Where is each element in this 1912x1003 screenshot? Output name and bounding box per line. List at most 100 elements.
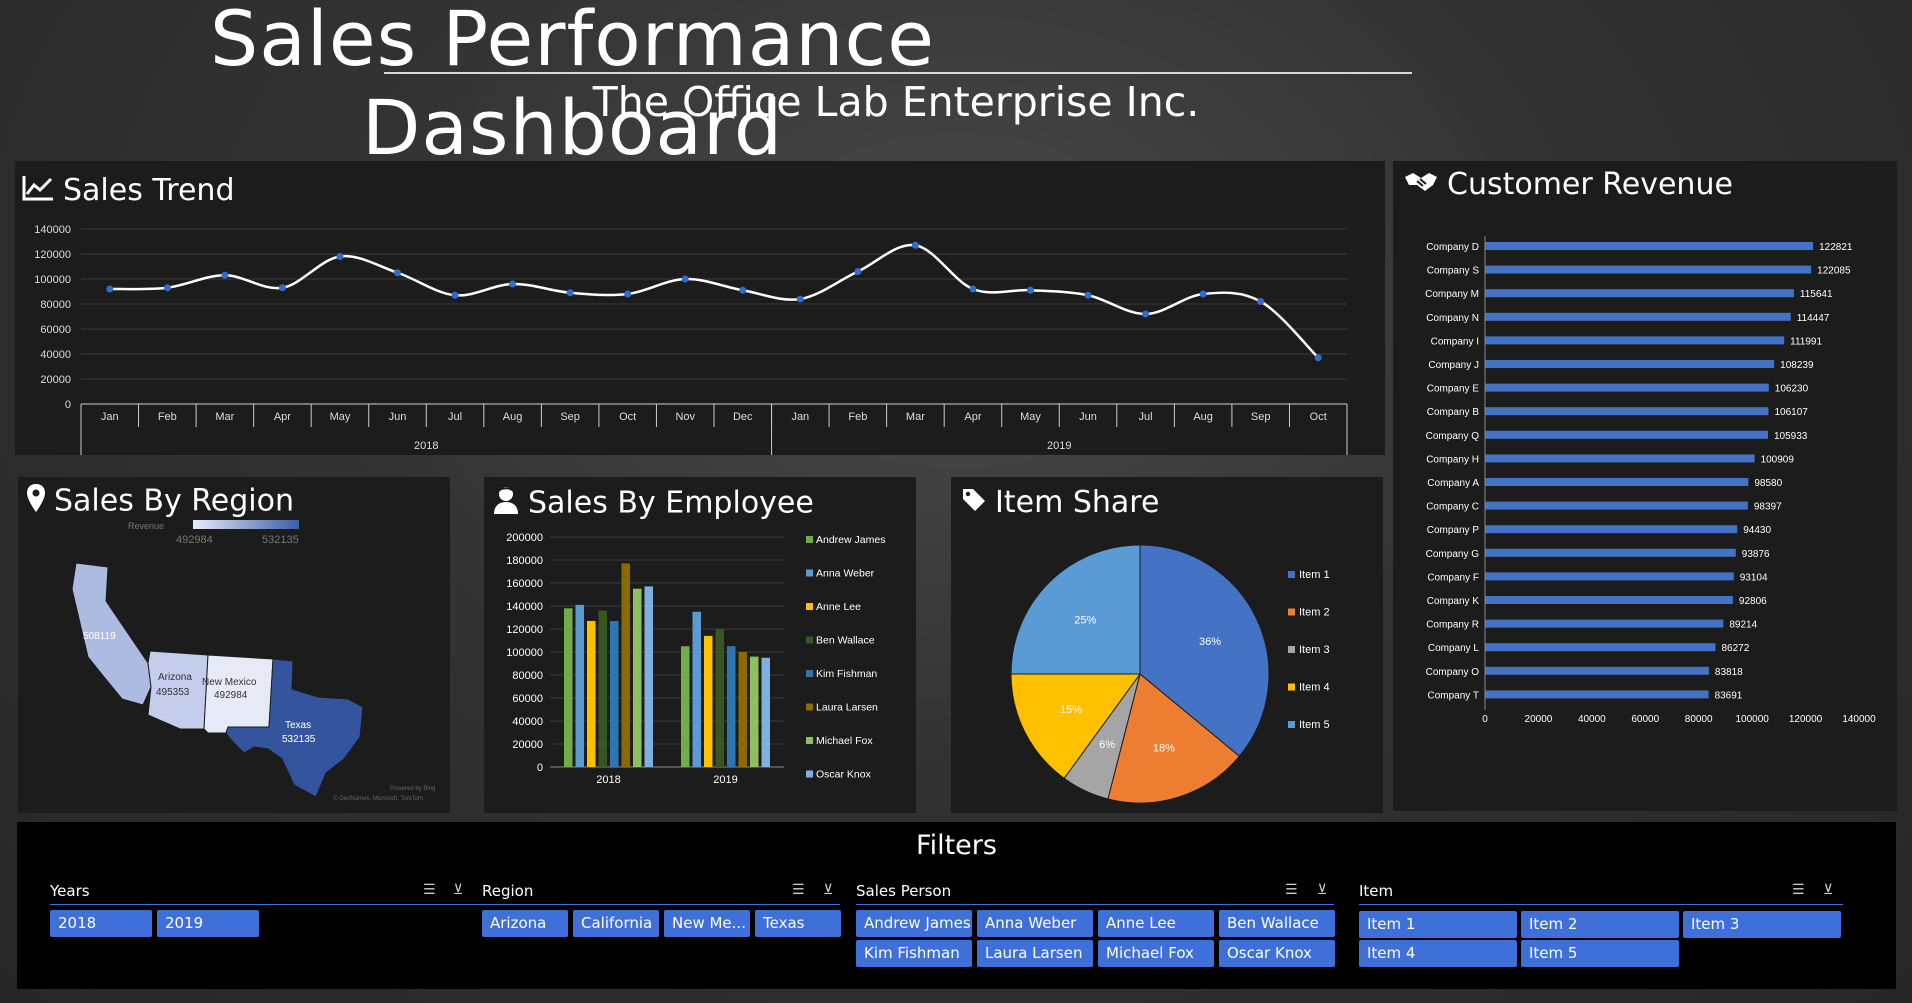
slicer-sales-person-option[interactable]: Laura Larsen [977, 940, 1093, 967]
slicer-item-option[interactable]: Item 3 [1683, 911, 1841, 938]
clear-filter-icon[interactable]: ⊻ [1823, 882, 1834, 898]
sales-by-employee-panel[interactable]: Sales By Employee 0 20000 40000 60000 80000 1… [484, 477, 916, 813]
customer-x-tick: 20000 [1525, 714, 1553, 725]
trend-y-tick: 100000 [34, 274, 71, 286]
dashboard-subtitle: The Office Lab Enterprise Inc. [592, 78, 1200, 126]
employee-legend-label: Anne Lee [816, 601, 861, 613]
slicer-item-option[interactable]: Item 4 [1359, 940, 1517, 967]
slicer-sales-person-label: Sales Person [856, 882, 952, 900]
state-value-california: 508119 [83, 631, 116, 642]
slicer-sales-person-option[interactable]: Ben Wallace [1219, 910, 1335, 937]
pie-legend-label: Item 1 [1299, 569, 1330, 581]
trend-x-tick: Aug [1193, 411, 1213, 423]
employee-legend-label: Ben Wallace [816, 635, 875, 647]
slicer-region-option[interactable]: New Me... [664, 910, 750, 937]
customer-bar [1485, 548, 1736, 557]
slicer-years-option[interactable]: 2018 [50, 910, 152, 937]
clear-filter-icon[interactable]: ⊻ [453, 882, 464, 898]
slicer-years-option[interactable]: 2019 [157, 910, 259, 937]
title-underline [384, 72, 1412, 74]
customer-bar [1485, 242, 1814, 250]
sales-trend-chart: 0 20000 40000 60000 80000 100000 120000 140000 J… [34, 224, 1348, 455]
item-share-panel[interactable]: Item Share 36% 18% 6% 15% 25% Item 1 Item 2 Ite… [951, 477, 1383, 813]
state-value-arizona: 495353 [156, 687, 190, 698]
slicer-sales-person-option[interactable]: Kim Fishman [856, 940, 972, 967]
multi-select-icon[interactable]: ☰ [423, 882, 436, 898]
customer-revenue-panel[interactable]: Customer Revenue Company D 122821 Company … [1393, 161, 1897, 811]
employee-bar [621, 563, 630, 767]
pie-slice-label: 36% [1199, 636, 1221, 648]
slicer-sales-person-option[interactable]: Anne Lee [1098, 910, 1214, 937]
multi-select-icon[interactable]: ☰ [1792, 882, 1805, 898]
map-legend-max: 532135 [262, 534, 299, 546]
customer-bar [1485, 643, 1716, 652]
sales-trend-label: Sales Trend [63, 173, 235, 208]
clear-filter-icon[interactable]: ⊻ [1317, 882, 1328, 898]
employee-bar [750, 656, 759, 767]
trend-y-tick: 40000 [40, 349, 71, 361]
state-name-texas: Texas [285, 720, 311, 731]
slicer-sales-person-option[interactable]: Michael Fox [1098, 940, 1214, 967]
customer-bar [1485, 336, 1785, 345]
trend-point [1084, 291, 1092, 299]
customer-value: 89214 [1729, 620, 1757, 631]
customer-value: 93876 [1742, 549, 1770, 560]
trend-point [969, 285, 977, 293]
trend-x-tick: Oct [619, 411, 636, 423]
slicer-years-label: Years [50, 882, 90, 900]
trend-x-tick: Mar [906, 411, 925, 423]
employee-bar [738, 652, 747, 767]
multi-select-icon[interactable]: ☰ [792, 882, 805, 898]
pie-slice-label: 25% [1074, 614, 1096, 626]
employee-legend-label: Andrew James [816, 534, 885, 546]
trend-y-tick: 20000 [40, 374, 71, 386]
slicer-sales-person-option[interactable]: Oscar Knox [1219, 940, 1335, 967]
slicer-region-option[interactable]: Arizona [482, 910, 568, 937]
state-name-new-mexico: New Mexico [202, 677, 257, 688]
pie-legend-label: Item 3 [1299, 644, 1330, 656]
employee-y-tick: 20000 [512, 739, 543, 751]
slicer-item-option[interactable]: Item 1 [1359, 911, 1517, 938]
slicer-sales-person-option[interactable]: Andrew James [856, 910, 972, 937]
customer-label: Company H [1426, 454, 1479, 465]
item-share-label: Item Share [995, 485, 1160, 520]
employee-legend-swatch [806, 603, 813, 610]
pie-legend-swatch [1288, 608, 1295, 616]
customer-x-tick: 60000 [1631, 714, 1659, 725]
customer-revenue-title: Customer Revenue [1403, 167, 1733, 203]
trend-point [394, 269, 401, 277]
employee-y-tick: 140000 [506, 601, 543, 613]
slicer-sales-person-option[interactable]: Anna Weber [977, 910, 1093, 937]
sales-by-employee-chart: 0 20000 40000 60000 80000 100000 120000 140000 1… [506, 532, 885, 786]
customer-value: 114447 [1797, 313, 1830, 324]
trend-x-tick: Feb [848, 411, 867, 423]
slicer-region-label: Region [482, 882, 534, 900]
handshake-icon [1403, 168, 1439, 203]
slicer-region-option[interactable]: Texas [755, 910, 841, 937]
trend-group-label: 2019 [1047, 440, 1071, 452]
trend-x-tick: Nov [675, 411, 695, 423]
customer-value: 122821 [1819, 242, 1853, 253]
pie-legend-swatch [1288, 646, 1295, 653]
multi-select-icon[interactable]: ☰ [1285, 882, 1298, 898]
clear-filter-icon[interactable]: ⊻ [823, 882, 834, 898]
employee-y-tick: 160000 [506, 578, 543, 590]
slicer-item-option[interactable]: Item 2 [1521, 911, 1679, 938]
state-name-arizona: Arizona [158, 672, 192, 683]
trend-x-tick: Jun [389, 411, 407, 423]
customer-bar [1485, 360, 1775, 368]
slicer-item-option[interactable]: Item 5 [1521, 940, 1679, 967]
dashboard-title: Sales Performance Dashboard [209, 0, 936, 172]
employee-bar [704, 635, 713, 767]
sales-by-region-title: Sales By Region [26, 483, 294, 521]
trend-point [1314, 354, 1322, 362]
slicer-region-option[interactable]: California [573, 910, 659, 937]
sales-trend-panel[interactable]: Sales Trend 0 20000 40000 60000 80000 100000 1… [15, 161, 1385, 455]
slicer-item-label: Item [1359, 882, 1394, 900]
pie-slice [1107, 673, 1241, 804]
line-chart-icon [21, 174, 55, 210]
pie-slice [1010, 673, 1141, 780]
sales-by-region-panel[interactable]: Sales By Region Revenue 492984 532135 50… [18, 477, 450, 813]
customer-bar [1485, 690, 1709, 699]
trend-point [796, 295, 804, 303]
